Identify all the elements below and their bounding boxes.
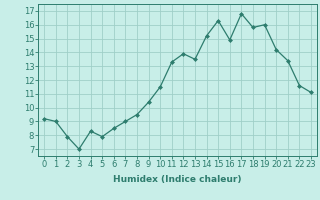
X-axis label: Humidex (Indice chaleur): Humidex (Indice chaleur) [113,175,242,184]
